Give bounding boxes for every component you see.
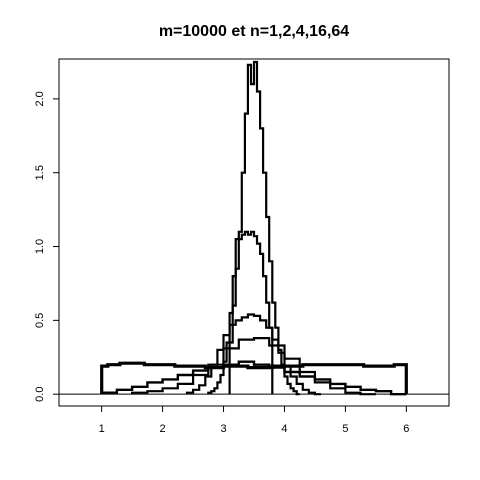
y-tick-label: 0.0 bbox=[34, 387, 46, 402]
histogram-series-n16 bbox=[185, 313, 321, 396]
histogram-series-group bbox=[100, 60, 408, 396]
x-tick-label: 3 bbox=[220, 423, 226, 435]
x-tick-label: 6 bbox=[403, 423, 409, 435]
histogram-series-n4 bbox=[131, 337, 376, 396]
x-tick-label: 2 bbox=[160, 423, 166, 435]
x-tick-label: 5 bbox=[342, 423, 348, 435]
x-tick-label: 4 bbox=[281, 423, 287, 435]
histogram-series-n64 bbox=[207, 60, 300, 396]
histogram-series-n2 bbox=[100, 360, 407, 396]
y-tick-label: 2.0 bbox=[34, 91, 46, 106]
y-tick-label: 1.0 bbox=[34, 239, 46, 254]
histogram-series-n64 bbox=[228, 230, 274, 395]
y-tick-label: 1.5 bbox=[34, 165, 46, 180]
x-axis: 1 2 3 4 5 6 bbox=[99, 405, 409, 435]
y-tick-label: 0.5 bbox=[34, 313, 46, 328]
chart-title: m=10000 et n=1,2,4,16,64 bbox=[159, 23, 349, 40]
y-axis: 0.0 0.5 1.0 1.5 2.0 bbox=[34, 91, 60, 402]
histogram-series-n1 bbox=[100, 361, 408, 395]
x-tick-label: 1 bbox=[99, 423, 105, 435]
